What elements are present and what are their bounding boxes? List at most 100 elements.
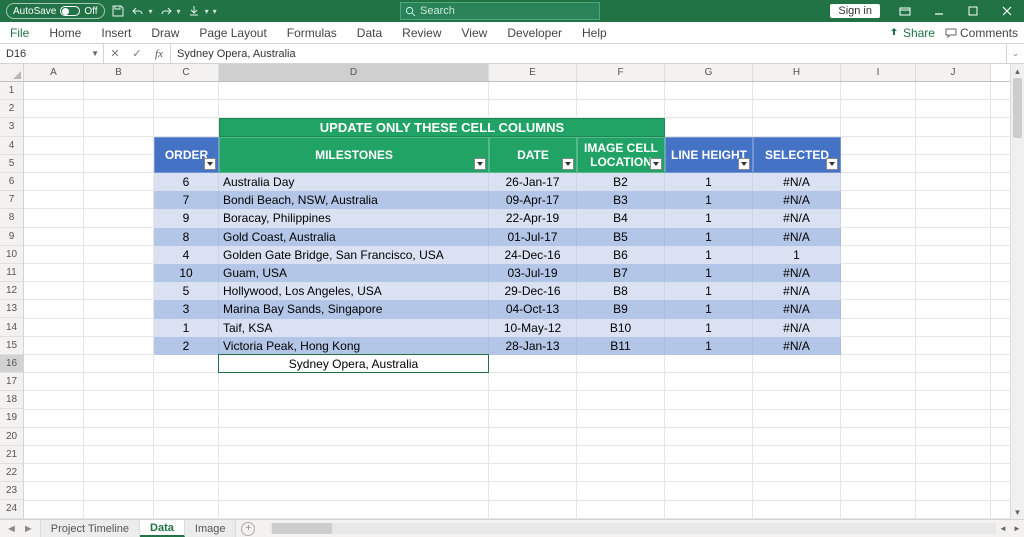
cell[interactable]: B7 [577, 264, 665, 282]
ribbon-tab-insert[interactable]: Insert [91, 22, 141, 43]
cell[interactable]: Australia Day [219, 173, 489, 191]
filter-icon[interactable] [474, 158, 486, 170]
ribbon-tab-help[interactable]: Help [572, 22, 617, 43]
cell[interactable]: B8 [577, 282, 665, 300]
table-header-milestones[interactable]: MILESTONES [219, 137, 489, 173]
sheet-nav[interactable]: ◄► [0, 520, 41, 537]
cell[interactable]: 1 [665, 246, 753, 264]
ribbon-tab-review[interactable]: Review [392, 22, 451, 43]
sheet-tab-image[interactable]: Image [185, 520, 237, 537]
cell[interactable]: #N/A [753, 264, 841, 282]
row-header-12[interactable]: 12 [0, 282, 23, 300]
table-row[interactable]: 2Victoria Peak, Hong Kong28-Jan-13B111#N… [154, 337, 841, 355]
row-header-1[interactable]: 1 [0, 82, 23, 100]
name-box[interactable]: D16 ▼ [0, 44, 104, 63]
cell[interactable]: #N/A [753, 191, 841, 209]
maximize-button[interactable] [956, 0, 990, 22]
row-header-8[interactable]: 8 [0, 209, 23, 227]
cell[interactable]: 1 [665, 282, 753, 300]
col-header-H[interactable]: H [753, 64, 841, 81]
chevron-down-icon[interactable]: ▾ [177, 7, 181, 16]
table-row[interactable]: 10Guam, USA03-Jul-19B71#N/A [154, 264, 841, 282]
cell[interactable]: 1 [665, 337, 753, 355]
formula-input[interactable]: Sydney Opera, Australia [171, 44, 1006, 63]
ribbon-tab-view[interactable]: View [452, 22, 498, 43]
ribbon-tab-data[interactable]: Data [347, 22, 392, 43]
table-header-selected[interactable]: SELECTED [753, 137, 841, 173]
cell[interactable]: 24-Dec-16 [489, 246, 577, 264]
grid-main[interactable]: ABCDEFGHIJ UPDATE ONLY THESE CELL COLUMN… [24, 64, 1024, 519]
cell[interactable]: Bondi Beach, NSW, Australia [219, 191, 489, 209]
col-header-A[interactable]: A [24, 64, 84, 81]
touch-mode-icon[interactable] [187, 4, 201, 18]
cell[interactable]: 10-May-12 [489, 319, 577, 337]
cell[interactable]: 1 [665, 300, 753, 318]
row-header-11[interactable]: 11 [0, 264, 23, 282]
cell[interactable]: 1 [665, 209, 753, 227]
filter-icon[interactable] [204, 158, 216, 170]
filter-icon[interactable] [738, 158, 750, 170]
prev-sheet-icon[interactable]: ◄ [6, 523, 17, 535]
cell[interactable]: 4 [154, 246, 219, 264]
enter-icon[interactable]: ✓ [126, 47, 148, 60]
cell[interactable]: 5 [154, 282, 219, 300]
table-header-date[interactable]: DATE [489, 137, 577, 173]
cell[interactable]: #N/A [753, 300, 841, 318]
filter-icon[interactable] [562, 158, 574, 170]
qat-customize-icon[interactable]: ▾ [213, 7, 217, 16]
scroll-up-icon[interactable]: ▲ [1011, 64, 1024, 78]
col-header-I[interactable]: I [841, 64, 916, 81]
row-header-6[interactable]: 6 [0, 173, 23, 191]
cell[interactable]: 7 [154, 191, 219, 209]
row-header-13[interactable]: 13 [0, 300, 23, 318]
cell[interactable]: 22-Apr-19 [489, 209, 577, 227]
table-row[interactable]: 5Hollywood, Los Angeles, USA29-Dec-16B81… [154, 282, 841, 300]
table-row[interactable]: 7Bondi Beach, NSW, Australia09-Apr-17B31… [154, 191, 841, 209]
vertical-scrollbar[interactable]: ▲ ▼ [1010, 64, 1024, 519]
scroll-down-icon[interactable]: ▼ [1011, 505, 1024, 519]
sheet-tab-project-timeline[interactable]: Project Timeline [41, 520, 140, 537]
search-input[interactable]: Search [400, 2, 600, 20]
scroll-track[interactable] [270, 523, 996, 534]
chevron-down-icon[interactable]: ▾ [149, 7, 153, 16]
cell[interactable]: 6 [154, 173, 219, 191]
signin-button[interactable]: Sign in [830, 4, 880, 18]
ribbon-tab-developer[interactable]: Developer [497, 22, 572, 43]
table-header-order[interactable]: ORDER [154, 137, 219, 173]
row-header-24[interactable]: 24 [0, 500, 23, 518]
row-header-3[interactable]: 3 [0, 118, 23, 136]
table-header-image-cell-location[interactable]: IMAGE CELL LOCATION [577, 137, 665, 173]
cell[interactable]: 1 [665, 319, 753, 337]
cell[interactable]: Marina Bay Sands, Singapore [219, 300, 489, 318]
table-header-line-height[interactable]: LINE HEIGHT [665, 137, 753, 173]
autosave-toggle[interactable]: AutoSave Off [6, 3, 105, 19]
row-header-14[interactable]: 14 [0, 318, 23, 336]
cell[interactable]: #N/A [753, 319, 841, 337]
cell[interactable]: 03-Jul-19 [489, 264, 577, 282]
share-button[interactable]: Share [888, 26, 935, 40]
cell[interactable]: 1 [665, 228, 753, 246]
row-header-4[interactable]: 4 [0, 137, 23, 155]
cell[interactable]: B2 [577, 173, 665, 191]
cell[interactable]: 1 [753, 246, 841, 264]
cell[interactable]: 10 [154, 264, 219, 282]
row-header-18[interactable]: 18 [0, 391, 23, 409]
scroll-thumb[interactable] [272, 523, 332, 534]
col-header-G[interactable]: G [665, 64, 753, 81]
table-row[interactable]: 1Taif, KSA10-May-12B101#N/A [154, 319, 841, 337]
cell[interactable]: #N/A [753, 209, 841, 227]
cell[interactable]: 26-Jan-17 [489, 173, 577, 191]
cell[interactable]: 04-Oct-13 [489, 300, 577, 318]
cell[interactable]: B5 [577, 228, 665, 246]
cell[interactable]: B3 [577, 191, 665, 209]
cell[interactable]: 3 [154, 300, 219, 318]
col-header-F[interactable]: F [577, 64, 665, 81]
row-header-5[interactable]: 5 [0, 155, 23, 173]
cell[interactable]: #N/A [753, 173, 841, 191]
table-row[interactable]: 3Marina Bay Sands, Singapore04-Oct-13B91… [154, 300, 841, 318]
table-row[interactable]: 4Golden Gate Bridge, San Francisco, USA2… [154, 246, 841, 264]
cell[interactable]: Guam, USA [219, 264, 489, 282]
filter-icon[interactable] [826, 158, 838, 170]
table-row[interactable]: 6Australia Day26-Jan-17B21#N/A [154, 173, 841, 191]
cell[interactable]: Gold Coast, Australia [219, 228, 489, 246]
